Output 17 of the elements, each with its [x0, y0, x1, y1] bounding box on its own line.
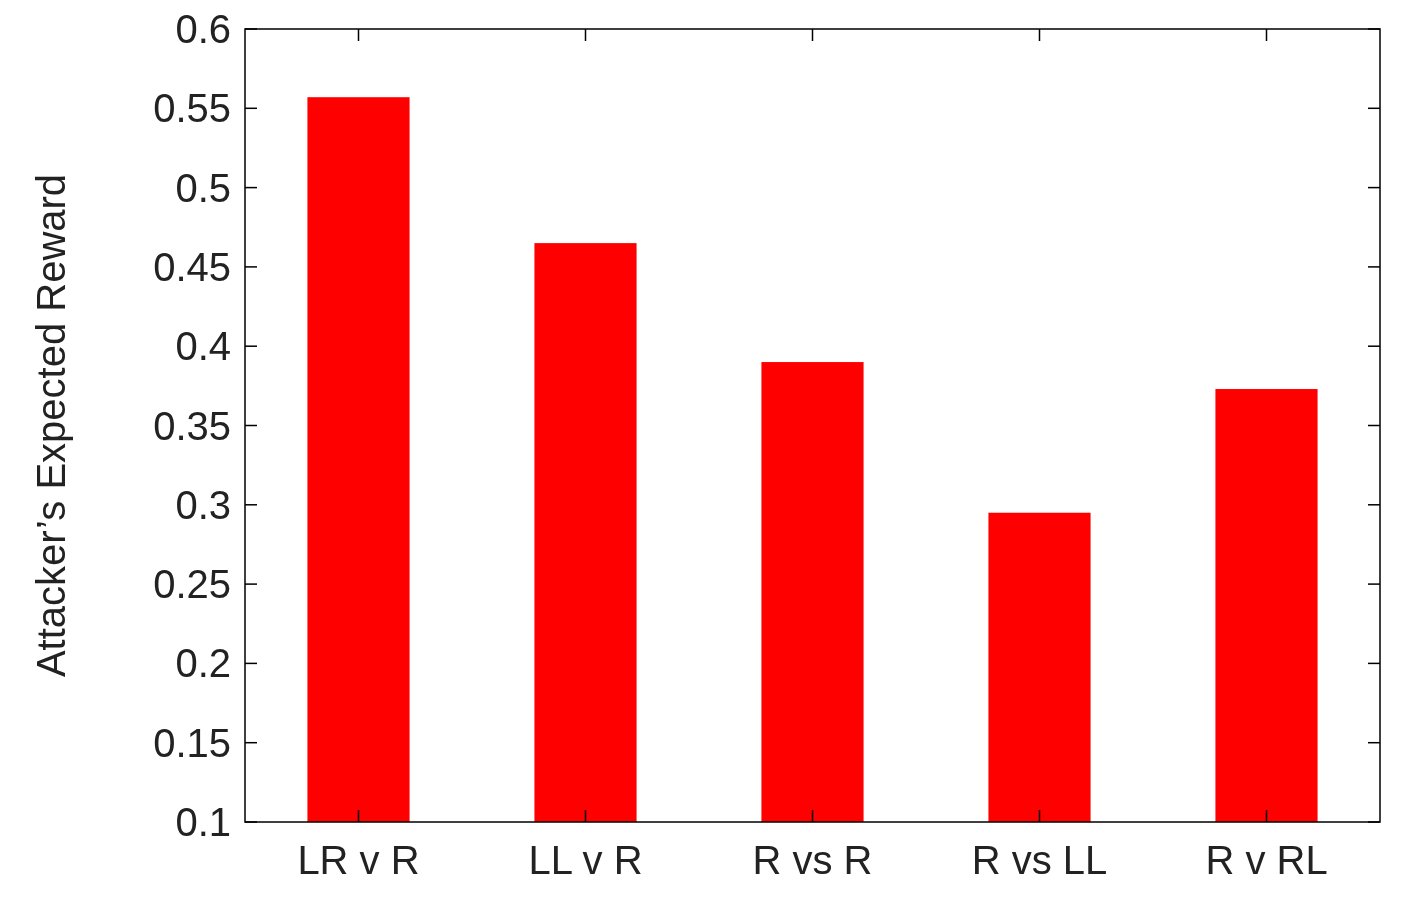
x-tick-label: R vs LL	[971, 838, 1108, 882]
y-axis-title: Attacker’s Expected Reward	[29, 173, 73, 678]
x-tick-label: LL v R	[528, 838, 643, 882]
y-tick-label: 0.4	[175, 324, 231, 369]
y-tick-label: 0.35	[153, 403, 231, 448]
y-tick-label: 0.3	[175, 482, 231, 527]
x-tick-label: LR v R	[297, 838, 420, 882]
y-tick-label: 0.5	[175, 165, 231, 210]
y-tick-label: 0.1	[175, 800, 231, 844]
y-tick-label: 0.55	[153, 86, 231, 131]
x-tick-label: R vs R	[752, 838, 873, 882]
y-tick-label: 0.15	[153, 720, 231, 765]
y-tick-label: 0.25	[153, 562, 231, 607]
x-tick-label: R v RL	[1205, 838, 1328, 882]
y-tick-label: 0.6	[175, 7, 231, 51]
y-tick-label: 0.2	[175, 641, 231, 686]
y-tick-label: 0.45	[153, 244, 231, 289]
